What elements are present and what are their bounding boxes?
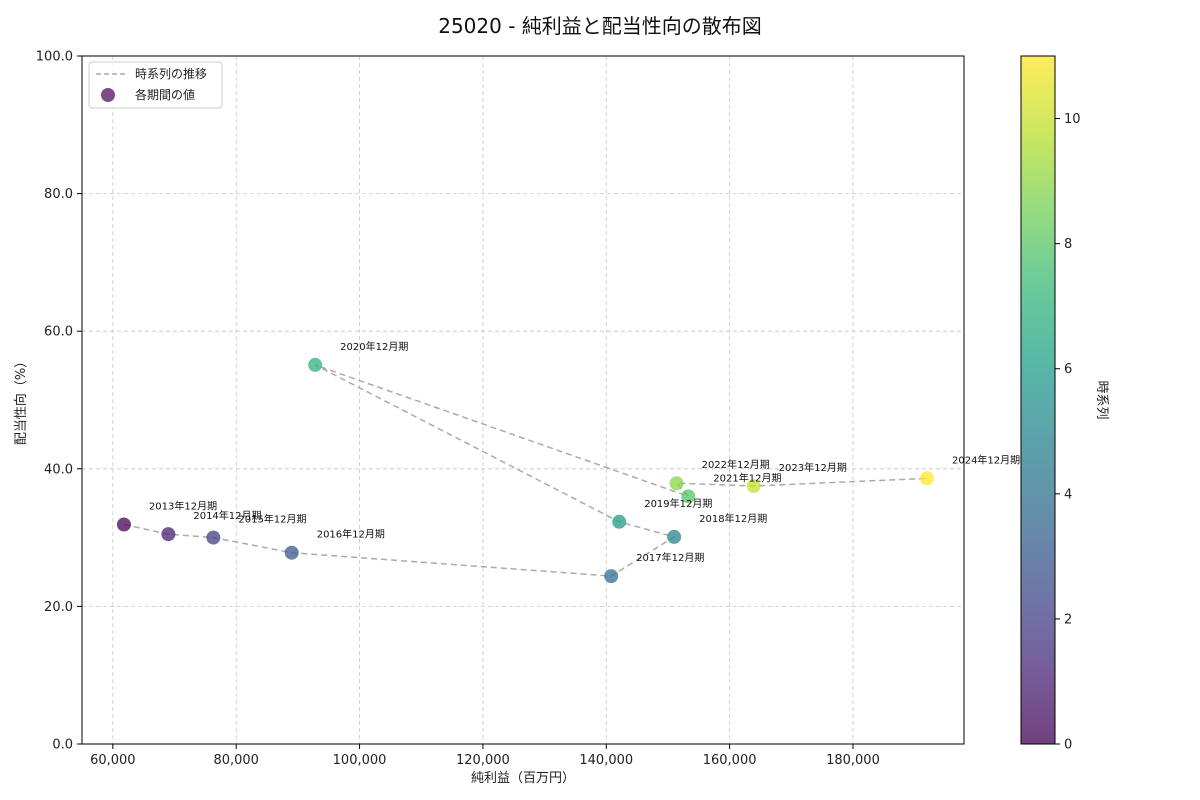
point-label: 2013年12月期 — [149, 500, 217, 513]
x-tick-label: 180,000 — [826, 753, 880, 768]
data-point — [919, 471, 934, 486]
point-label: 2020年12月期 — [340, 340, 408, 353]
y-axis-label: 配当性向（%） — [13, 355, 29, 445]
data-point — [669, 476, 684, 491]
y-tick-label: 100.0 — [36, 50, 73, 65]
x-tick-label: 60,000 — [90, 753, 136, 768]
point-label: 2014年12月期 — [193, 509, 261, 522]
legend-point-swatch — [101, 88, 115, 102]
y-tick-label: 20.0 — [44, 600, 73, 615]
point-label: 2017年12月期 — [636, 551, 704, 564]
data-point — [308, 357, 323, 372]
points-layer — [116, 357, 934, 584]
data-point — [116, 517, 131, 532]
y-tick-label: 60.0 — [44, 325, 73, 340]
y-axis-ticks: 0.0 20.0 40.0 60.0 80.0 100.0 — [36, 50, 82, 753]
data-point — [612, 514, 627, 529]
point-label: 2022年12月期 — [702, 458, 770, 471]
colorbar-tick-label: 0 — [1064, 738, 1072, 753]
x-tick-label: 80,000 — [213, 753, 259, 768]
point-label: 2024年12月期 — [952, 453, 1020, 466]
point-label: 2018年12月期 — [699, 512, 767, 525]
colorbar-gradient — [1020, 55, 1056, 745]
data-point — [667, 529, 682, 544]
colorbar-tick-label: 4 — [1064, 487, 1072, 502]
x-tick-label: 140,000 — [579, 753, 633, 768]
data-point — [604, 569, 619, 584]
colorbar-ticks: 0 2 4 6 8 10 — [1055, 112, 1081, 753]
legend: 時系列の推移 各期間の値 — [88, 61, 223, 109]
point-label: 2023年12月期 — [779, 461, 847, 474]
trend-line-layer — [123, 364, 928, 577]
data-point — [746, 479, 761, 493]
colorbar-tick-label: 10 — [1064, 112, 1081, 127]
y-tick-label: 40.0 — [44, 462, 73, 477]
colorbar-tick-label: 2 — [1064, 612, 1072, 627]
colorbar-tick-label: 8 — [1064, 237, 1072, 252]
point-label: 2021年12月期 — [713, 471, 781, 484]
colorbar: 0 2 4 6 8 10 時系列 — [1020, 55, 1109, 753]
x-axis-ticks: 60,000 80,000 100,000 120,000 140,000 160,000… — [90, 744, 880, 768]
x-tick-label: 120,000 — [456, 753, 510, 768]
x-tick-label: 100,000 — [333, 753, 387, 768]
point-label: 2015年12月期 — [238, 513, 306, 526]
colorbar-tick-label: 6 — [1064, 362, 1072, 377]
data-point — [284, 545, 299, 560]
plot-frame — [81, 55, 965, 745]
data-point — [681, 489, 696, 504]
x-axis-label: 純利益（百万円） — [471, 771, 575, 786]
colorbar-label: 時系列 — [1094, 380, 1109, 419]
y-tick-label: 0.0 — [52, 738, 73, 753]
point-label: 2016年12月期 — [317, 528, 385, 541]
chart-title: 25020 - 純利益と配当性向の散布図 — [438, 14, 762, 38]
x-tick-label: 160,000 — [703, 753, 757, 768]
legend-line-label: 時系列の推移 — [135, 67, 207, 81]
data-point — [161, 527, 176, 542]
point-label: 2019年12月期 — [644, 497, 712, 510]
legend-point-label: 各期間の値 — [135, 87, 195, 102]
grid — [82, 55, 964, 745]
data-point — [206, 530, 221, 545]
y-tick-label: 80.0 — [44, 187, 73, 202]
trend-line — [123, 364, 928, 577]
